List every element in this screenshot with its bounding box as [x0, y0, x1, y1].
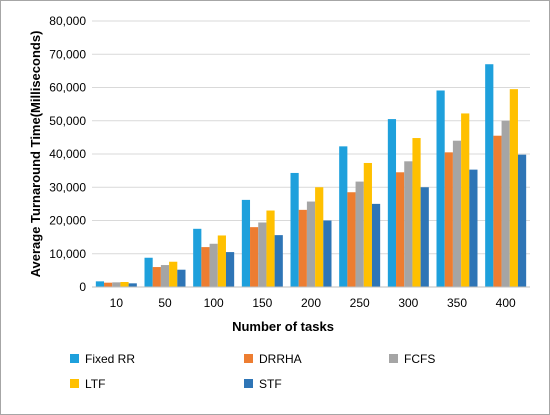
x-tick-label: 50: [158, 296, 172, 310]
bar-fixed-rr-10: [95, 281, 105, 287]
bar-drrha-150: [250, 227, 259, 287]
bar-ltf-10: [120, 282, 129, 287]
bar-fcfs-250: [355, 181, 364, 287]
bar-stf-50: [177, 269, 186, 287]
bar-fixed-rr-300: [387, 119, 397, 288]
y-tick-label: 0: [79, 280, 86, 294]
bar-fixed-rr-100: [193, 228, 202, 287]
bar-fixed-rr-250: [339, 146, 348, 287]
bar-drrha-200: [298, 209, 307, 287]
legend-swatch-drrha: [244, 354, 253, 363]
bar-stf-350: [469, 169, 478, 287]
y-tick-label: 50,000: [49, 114, 86, 128]
bar-ltf-400: [509, 89, 518, 287]
bar-ltf-250: [363, 162, 372, 287]
x-tick-label: 10: [110, 296, 124, 310]
legend-label-fcfs: FCFS: [404, 352, 435, 366]
x-tick-label: 350: [447, 296, 467, 310]
bars: [95, 64, 527, 288]
bar-fcfs-100: [209, 243, 218, 287]
bar-ltf-50: [169, 261, 178, 287]
bar-drrha-10: [104, 282, 113, 287]
bar-stf-300: [420, 187, 429, 287]
legend-label-ltf: LTF: [85, 377, 105, 391]
bar-fcfs-300: [404, 161, 413, 287]
y-tick-label: 70,000: [49, 47, 86, 61]
bar-ltf-100: [217, 235, 226, 287]
legend-swatch-stf: [244, 379, 253, 388]
x-tick-label: 150: [252, 296, 272, 310]
bar-fixed-rr-400: [485, 64, 494, 287]
axes: 0 10,000 20,000 30,000 40,000 50,000 60,000 70,…: [49, 14, 530, 310]
bar-stf-150: [274, 235, 283, 287]
legend-label-fixed-rr: Fixed RR: [85, 352, 135, 366]
legend-label-stf: STF: [259, 377, 282, 391]
x-tick-label: 100: [204, 296, 224, 310]
bar-drrha-400: [493, 135, 502, 287]
y-tick-label: 30,000: [49, 180, 86, 194]
legend-label-drrha: DRRHA: [259, 352, 302, 366]
bar-drrha-100: [201, 247, 210, 287]
x-tick-label: 200: [301, 296, 321, 310]
bar-ltf-150: [266, 210, 275, 287]
bar-drrha-350: [444, 152, 453, 287]
bar-stf-400: [517, 154, 527, 287]
bar-fixed-rr-150: [241, 199, 251, 287]
bar-ltf-300: [412, 138, 421, 287]
x-tick-label: 300: [398, 296, 418, 310]
bar-fcfs-10: [112, 282, 121, 287]
bar-fixed-rr-50: [144, 257, 153, 287]
legend: Fixed RR DRRHA FCFS LTF STF: [70, 352, 435, 391]
y-tick-label: 40,000: [49, 147, 86, 161]
x-tick-label: 400: [496, 296, 516, 310]
y-axis-title: Average Turnaround Time(Milliseconds): [28, 31, 43, 278]
bar-fcfs-50: [160, 265, 170, 287]
bar-fixed-rr-200: [290, 172, 299, 287]
bar-stf-10: [128, 283, 137, 287]
bar-ltf-200: [315, 187, 324, 287]
bar-fcfs-200: [306, 201, 316, 287]
x-tick-label: 250: [350, 296, 370, 310]
bar-fixed-rr-350: [436, 90, 445, 288]
y-tick-label: 80,000: [49, 14, 86, 28]
bar-drrha-300: [396, 172, 405, 287]
bar-fcfs-400: [501, 120, 510, 287]
legend-swatch-fixed-rr: [70, 354, 79, 363]
y-tick-label: 60,000: [49, 81, 86, 95]
bar-stf-200: [323, 220, 332, 287]
legend-swatch-fcfs: [389, 354, 398, 363]
y-tick-label: 20,000: [49, 214, 86, 228]
bar-drrha-250: [347, 192, 356, 287]
x-axis-title: Number of tasks: [232, 319, 334, 334]
legend-swatch-ltf: [70, 379, 79, 388]
bar-fcfs-150: [258, 222, 267, 287]
bar-fcfs-350: [452, 140, 462, 287]
y-tick-label: 10,000: [49, 247, 86, 261]
bar-stf-250: [371, 203, 381, 287]
bar-ltf-350: [461, 113, 470, 287]
bar-drrha-50: [152, 267, 161, 287]
bar-stf-100: [225, 252, 235, 287]
